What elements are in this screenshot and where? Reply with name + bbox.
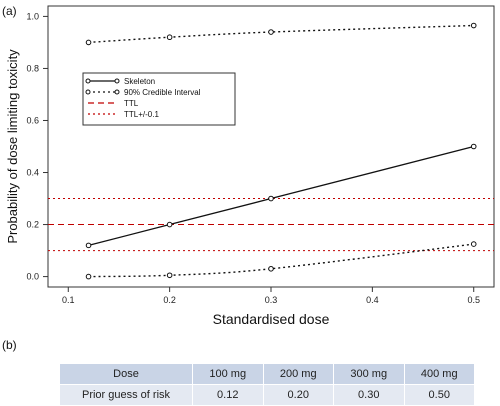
dose-toxicity-chart: 0.1 0.2 0.3 0.4 0.5 0.0 0.2 0.4 0.6 0.8 1.0 Standar… xyxy=(5,5,495,327)
data-point xyxy=(166,272,173,279)
legend-marker xyxy=(85,78,91,84)
table-header-cell: 100 mg xyxy=(192,364,264,385)
panel-b-label: (b) xyxy=(2,338,17,352)
table-header-cell: 300 mg xyxy=(333,364,405,385)
y-tick-label: 0.6 xyxy=(26,115,39,125)
data-point xyxy=(85,39,92,46)
data-point xyxy=(268,29,274,35)
y-tick-label: 0.8 xyxy=(26,63,39,73)
legend-label: 90% Credible Interval xyxy=(124,88,201,97)
y-tick-label: 1.0 xyxy=(26,11,39,21)
table-cell: Prior guess of risk xyxy=(60,384,193,406)
x-tick-label: 0.3 xyxy=(265,295,278,305)
series-line-2 xyxy=(88,243,474,278)
x-tick-label: 0.2 xyxy=(163,295,176,305)
data-point xyxy=(85,273,92,280)
x-axis-title: Standardised dose xyxy=(213,311,330,327)
y-tick-label: 0.0 xyxy=(26,272,39,282)
prior-risk-table: Dose 100 mg 200 mg 300 mg 400 mg Prior g… xyxy=(60,364,475,406)
table-header-cell: 400 mg xyxy=(404,364,475,385)
x-tick-label: 0.1 xyxy=(62,295,75,305)
table-cell: 0.20 xyxy=(263,384,334,406)
data-point xyxy=(166,34,173,41)
legend-label: TTL xyxy=(124,99,139,108)
y-tick-label: 0.2 xyxy=(26,220,39,230)
y-tick-label: 0.4 xyxy=(26,168,39,178)
data-point xyxy=(268,195,274,202)
data-point xyxy=(470,241,477,247)
data-point xyxy=(470,22,477,29)
series-line-1 xyxy=(88,24,474,44)
legend-marker xyxy=(85,89,91,95)
table-cell: 0.50 xyxy=(404,384,475,406)
table-header-cell: 200 mg xyxy=(263,364,334,385)
legend-label: TTL+/-0.1 xyxy=(124,110,159,119)
y-axis-title: Probability of dose limiting toxicity xyxy=(5,49,20,244)
table-cell: 0.12 xyxy=(192,384,264,406)
legend-label: Skeleton xyxy=(124,77,155,86)
data-point xyxy=(470,143,477,150)
panel-a-label: (a) xyxy=(2,4,17,18)
data-point xyxy=(85,242,92,249)
table-header-cell: Dose xyxy=(60,364,193,385)
legend-box xyxy=(82,72,236,126)
table-cell: 0.30 xyxy=(333,384,405,406)
x-tick-label: 0.4 xyxy=(366,295,379,305)
table-row: Prior guess of risk 0.12 0.20 0.30 0.50 xyxy=(60,384,475,406)
data-point xyxy=(166,221,173,228)
series-line-0 xyxy=(88,145,474,246)
legend-marker xyxy=(114,78,120,84)
data-point xyxy=(268,265,274,272)
plot-frame xyxy=(47,5,495,288)
legend-marker xyxy=(114,89,120,95)
x-tick-label: 0.5 xyxy=(467,295,480,305)
table-header-row: Dose 100 mg 200 mg 300 mg 400 mg xyxy=(60,364,475,385)
